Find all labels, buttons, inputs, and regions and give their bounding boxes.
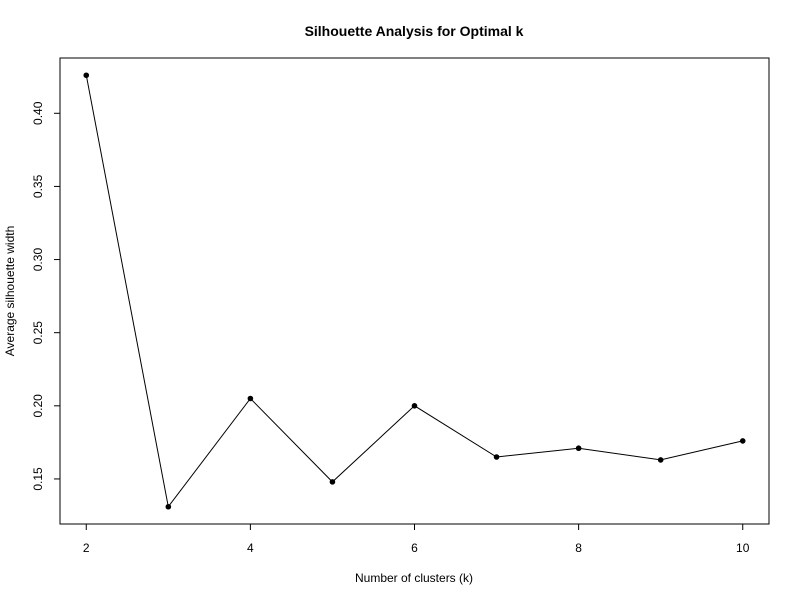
x-tick-label: 10 [736, 541, 750, 555]
data-point [83, 72, 90, 79]
y-tick-label: 0.40 [31, 101, 45, 125]
y-tick-label: 0.15 [31, 467, 45, 491]
data-point [575, 445, 582, 452]
x-axis: 2 4 6 8 10 [83, 524, 750, 555]
data-points [83, 72, 746, 510]
y-axis: 0.15 0.20 0.25 0.30 0.35 0.40 [31, 101, 60, 491]
y-axis-title: Average silhouette width [3, 226, 17, 357]
x-tick-label: 6 [411, 541, 418, 555]
y-tick-label: 0.35 [31, 174, 45, 198]
data-point [739, 438, 746, 444]
y-tick-label: 0.25 [31, 321, 45, 345]
x-tick-label: 2 [83, 541, 90, 555]
data-point [165, 503, 172, 510]
data-point [411, 403, 418, 409]
y-tick-label: 0.20 [31, 394, 45, 418]
chart-title: Silhouette Analysis for Optimal k [305, 23, 524, 39]
plot-frame [59, 57, 770, 525]
data-point [657, 457, 664, 463]
x-axis-title: Number of clusters (k) [355, 571, 473, 585]
x-tick-label: 8 [575, 541, 582, 555]
series-line [85, 75, 743, 508]
data-point [493, 454, 500, 460]
data-point [329, 479, 336, 485]
data-point [247, 395, 254, 402]
x-tick-label: 4 [247, 541, 254, 555]
y-tick-label: 0.30 [31, 248, 45, 272]
